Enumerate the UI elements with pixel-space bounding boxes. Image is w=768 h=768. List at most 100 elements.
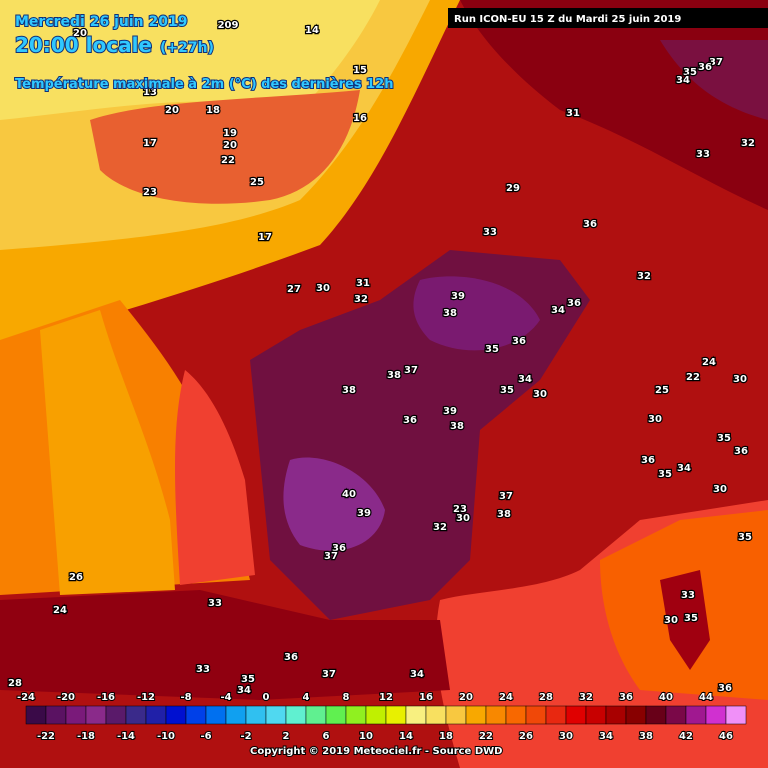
color-swatch: [525, 705, 547, 725]
temperature-label: 27: [287, 284, 301, 295]
temperature-label: 36: [567, 298, 581, 309]
color-swatch: [425, 705, 447, 725]
scale-label: 14: [399, 731, 413, 742]
temperature-label: 40: [342, 489, 356, 500]
run-box: [448, 8, 768, 28]
temperature-label: 38: [450, 421, 464, 432]
temperature-label: 37: [322, 669, 336, 680]
forecast-time: 20:00 locale: [15, 33, 152, 57]
color-swatch: [105, 705, 127, 725]
color-swatch: [485, 705, 507, 725]
color-swatch: [205, 705, 227, 725]
temperature-label: 35: [684, 613, 698, 624]
temperature-label: 34: [551, 305, 565, 316]
temperature-label: 36: [332, 543, 346, 554]
scale-label: 4: [303, 692, 310, 703]
color-swatch: [45, 705, 67, 725]
copyright: Copyright © 2019 Meteociel.fr - Source D…: [250, 746, 502, 757]
temperature-label: 20: [165, 105, 179, 116]
temperature-label: 13: [143, 87, 157, 98]
temperature-label: 35: [738, 532, 752, 543]
temperature-label: 18: [206, 105, 220, 116]
color-swatch: [65, 705, 87, 725]
scale-label: 44: [699, 692, 713, 703]
temperature-label: 30: [733, 374, 747, 385]
forecast-lead: (+27h): [160, 40, 214, 56]
forecast-date: Mercredi 26 juin 2019: [15, 14, 187, 30]
temperature-label: 24: [53, 605, 67, 616]
temperature-label: 30: [456, 513, 470, 524]
temperature-label: 35: [500, 385, 514, 396]
color-swatch: [25, 705, 47, 725]
scale-label: -8: [180, 692, 191, 703]
scale-label: -14: [117, 731, 135, 742]
scale-label: 12: [379, 692, 393, 703]
temperature-label: 31: [566, 108, 580, 119]
scale-label: 38: [639, 731, 653, 742]
temperature-label: 30: [533, 389, 547, 400]
scale-label: -12: [137, 692, 155, 703]
temperature-label: 30: [648, 414, 662, 425]
temperature-label: 26: [69, 572, 83, 583]
scale-label: 32: [579, 692, 593, 703]
scale-label: 0: [263, 692, 270, 703]
temperature-label: 33: [681, 590, 695, 601]
scale-label: -24: [17, 692, 35, 703]
temperature-label: 29: [506, 183, 520, 194]
scale-label: 28: [539, 692, 553, 703]
temperature-label: 37: [709, 57, 723, 68]
color-swatch: [245, 705, 267, 725]
temperature-label: 32: [741, 138, 755, 149]
color-swatch: [325, 705, 347, 725]
color-swatch: [225, 705, 247, 725]
color-swatch: [265, 705, 287, 725]
temperature-label: 34: [677, 463, 691, 474]
temperature-label: 38: [497, 509, 511, 520]
color-swatch: [565, 705, 587, 725]
temperature-label: 36: [284, 652, 298, 663]
map-subtitle: Température maximale à 2m (°C) des derni…: [15, 77, 393, 92]
temperature-label: 34: [518, 374, 532, 385]
color-swatch: [125, 705, 147, 725]
scale-label: 26: [519, 731, 533, 742]
temperature-label: 36: [698, 62, 712, 73]
scale-label: 46: [719, 731, 733, 742]
temperature-label: 22: [686, 372, 700, 383]
color-swatch: [545, 705, 567, 725]
temperature-label: 39: [443, 406, 457, 417]
temperature-label: 37: [499, 491, 513, 502]
temperature-label: 37: [404, 365, 418, 376]
scale-label: -20: [57, 692, 75, 703]
temperature-label: 37: [324, 551, 338, 562]
color-swatch: [385, 705, 407, 725]
temperature-label: 30: [316, 283, 330, 294]
scale-label: 10: [359, 731, 373, 742]
color-swatch: [685, 705, 707, 725]
color-swatch: [505, 705, 527, 725]
scale-label: 40: [659, 692, 673, 703]
scale-label: 24: [499, 692, 513, 703]
temperature-label: 25: [250, 177, 264, 188]
color-scale: -24 -20 -16 -12 -8 -4 0 4 8 12 16 20 24 28 32 36 40 44-22…: [16, 691, 747, 743]
temperature-label: 39: [451, 291, 465, 302]
scale-label: 36: [619, 692, 633, 703]
temperature-label: 24: [702, 357, 716, 368]
temperature-label: 14: [305, 25, 319, 36]
scale-label: 34: [599, 731, 613, 742]
temperature-label: 33: [196, 664, 210, 675]
temperature-label: 36: [718, 683, 732, 694]
temperature-label: 35: [658, 469, 672, 480]
temperature-label: 36: [641, 455, 655, 466]
scale-label: 16: [419, 692, 433, 703]
color-swatch: [645, 705, 667, 725]
scale-label: -18: [77, 731, 95, 742]
scale-label: -16: [97, 692, 115, 703]
temperature-label: 17: [258, 232, 272, 243]
scale-label: 20: [459, 692, 473, 703]
temperature-label: 35: [241, 674, 255, 685]
color-swatch: [285, 705, 307, 725]
color-swatch: [585, 705, 607, 725]
run-info: Run ICON-EU 15 Z du Mardi 25 juin 2019: [454, 14, 681, 25]
